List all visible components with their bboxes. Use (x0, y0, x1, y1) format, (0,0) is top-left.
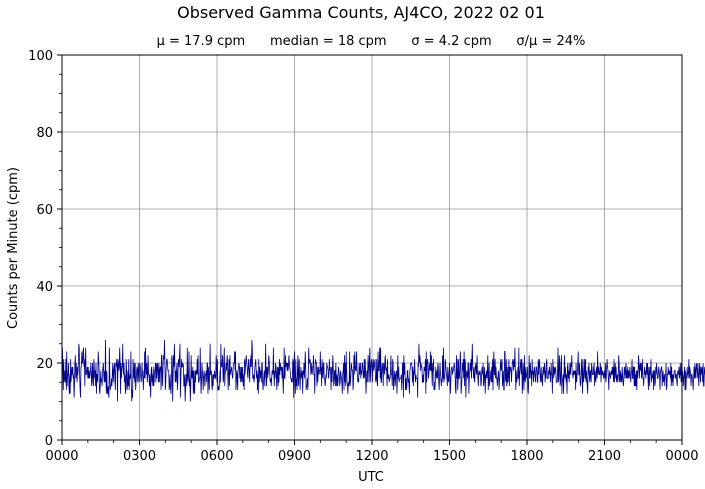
x-tick-label: 2100 (588, 449, 621, 464)
axis-ticks: 0000 0300 0600 0900 1200 1500 1800 2100 00000204… (28, 49, 698, 464)
x-axis-label: UTC (358, 470, 384, 485)
y-tick-label: 60 (36, 203, 53, 218)
x-tick-label: 0900 (278, 449, 311, 464)
y-tick-label: 100 (28, 49, 53, 64)
grid-lines (61, 54, 683, 441)
x-tick-label: 1800 (510, 449, 543, 464)
x-tick-label: 1200 (355, 449, 388, 464)
chart-title: Observed Gamma Counts, AJ4CO, 2022 02 01 (177, 3, 545, 22)
y-tick-label: 80 (36, 126, 53, 141)
x-tick-label: 0000 (665, 449, 698, 464)
data-series (61, 339, 705, 402)
y-tick-label: 20 (36, 357, 53, 372)
y-tick-label: 40 (36, 280, 53, 295)
x-tick-label: 0600 (200, 449, 233, 464)
x-tick-label: 0300 (123, 449, 156, 464)
x-tick-label: 1500 (433, 449, 466, 464)
series-line (61, 339, 705, 402)
y-tick-label: 0 (45, 434, 53, 449)
chart-subtitle: μ = 17.9 cpm median = 18 cpm σ = 4.2 cpm… (157, 34, 586, 49)
y-axis-label: Counts per Minute (cpm) (6, 167, 21, 329)
x-tick-label: 0000 (45, 449, 78, 464)
